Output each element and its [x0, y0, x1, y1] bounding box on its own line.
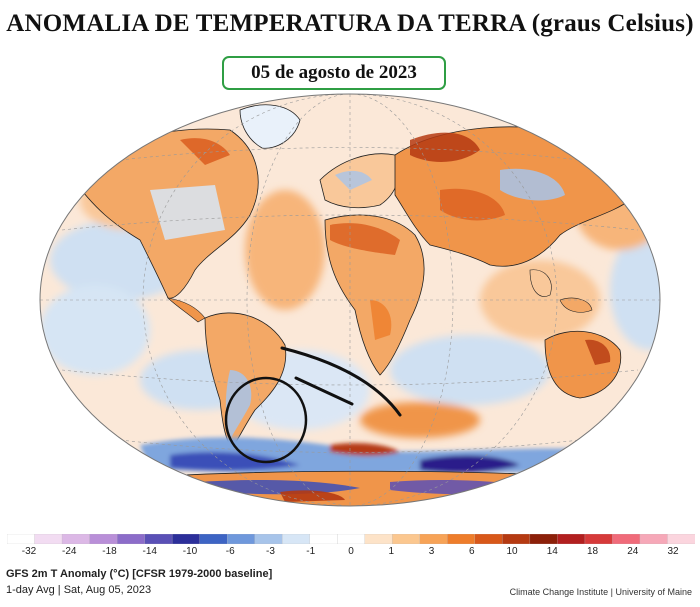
colorbar — [7, 534, 695, 544]
colorbar-tick: 3 — [428, 546, 435, 557]
globe — [40, 94, 660, 506]
colorbar-tick: -10 — [182, 546, 198, 557]
date-badge: 05 de agosto de 2023 — [222, 56, 446, 90]
colorbar-segment — [171, 534, 201, 544]
colorbar-segment — [309, 534, 338, 544]
colorbar-segment — [254, 534, 283, 544]
colorbar-tick: -32 — [21, 546, 37, 557]
africa — [324, 214, 425, 376]
colorbar-tick: -14 — [142, 546, 157, 557]
colorbar-segment — [364, 534, 393, 544]
colorbar-segment — [529, 534, 559, 544]
colorbar-tick: -6 — [225, 546, 235, 557]
colorbar-tick: 6 — [468, 546, 475, 557]
southeast-asia — [529, 269, 552, 297]
colorbar-segment — [612, 534, 641, 544]
colorbar-segment — [116, 534, 146, 544]
colorbar-tick: -18 — [102, 546, 117, 557]
colorbar-segment — [584, 534, 614, 544]
colorbar-segment — [282, 534, 311, 544]
colorbar-tick: 10 — [506, 546, 518, 557]
date-range-label: 1-day Avg | Sat, Aug 05, 2023 — [6, 584, 152, 596]
colorbar-segment — [144, 534, 173, 544]
colorbar-tick: -24 — [62, 546, 77, 557]
colorbar-tick: 0 — [348, 546, 354, 557]
annotation-marks — [224, 346, 402, 464]
colorbar-tick: -3 — [266, 546, 275, 557]
colorbar-tick: 24 — [627, 546, 639, 557]
colorbar-segment — [447, 534, 476, 544]
colorbar-segment — [392, 534, 421, 544]
colorbar-segment — [34, 534, 63, 544]
colorbar-tick: 14 — [546, 546, 558, 557]
colorbar-segment — [337, 534, 366, 544]
colorbar-segment — [199, 534, 228, 544]
annotation-line-short — [294, 376, 354, 406]
colorbar-segment — [227, 534, 256, 544]
central-america — [167, 297, 206, 323]
antarctica — [109, 470, 611, 506]
colorbar-tick: -1 — [306, 546, 316, 557]
colorbar-segment — [61, 534, 91, 544]
colorbar-segment — [557, 534, 586, 544]
colorbar-tick-labels: -32 -24 -18 -14 -10 -6 -3 -1 0 1 3 6 10 14 18 24 32 — [7, 544, 695, 558]
southern-ocean-anomaly — [140, 437, 640, 476]
colorbar-segment — [667, 534, 695, 544]
credit-label: Climate Change Institute | University of… — [509, 587, 692, 597]
colorbar-tick: 32 — [667, 546, 679, 557]
colorbar-segment — [7, 534, 36, 544]
colorbar-segment — [89, 534, 118, 544]
colorbar-segment — [639, 534, 669, 544]
map-title: ANOMALIA DE TEMPERATURA DA TERRA (graus … — [6, 10, 694, 37]
colorbar-segment — [502, 534, 531, 544]
annotation-circle — [224, 376, 308, 464]
annotation-curve-long — [280, 346, 402, 417]
greenland — [239, 104, 301, 149]
colorbar-tick: 18 — [586, 546, 599, 557]
dataset-label: GFS 2m T Anomaly (°C) [CFSR 1979-2000 ba… — [6, 568, 273, 580]
globe-outline — [39, 93, 661, 507]
colorbar-tick: 1 — [388, 546, 395, 557]
colorbar-segment — [419, 534, 448, 544]
colorbar-segment — [474, 534, 504, 544]
graticule — [40, 94, 660, 506]
